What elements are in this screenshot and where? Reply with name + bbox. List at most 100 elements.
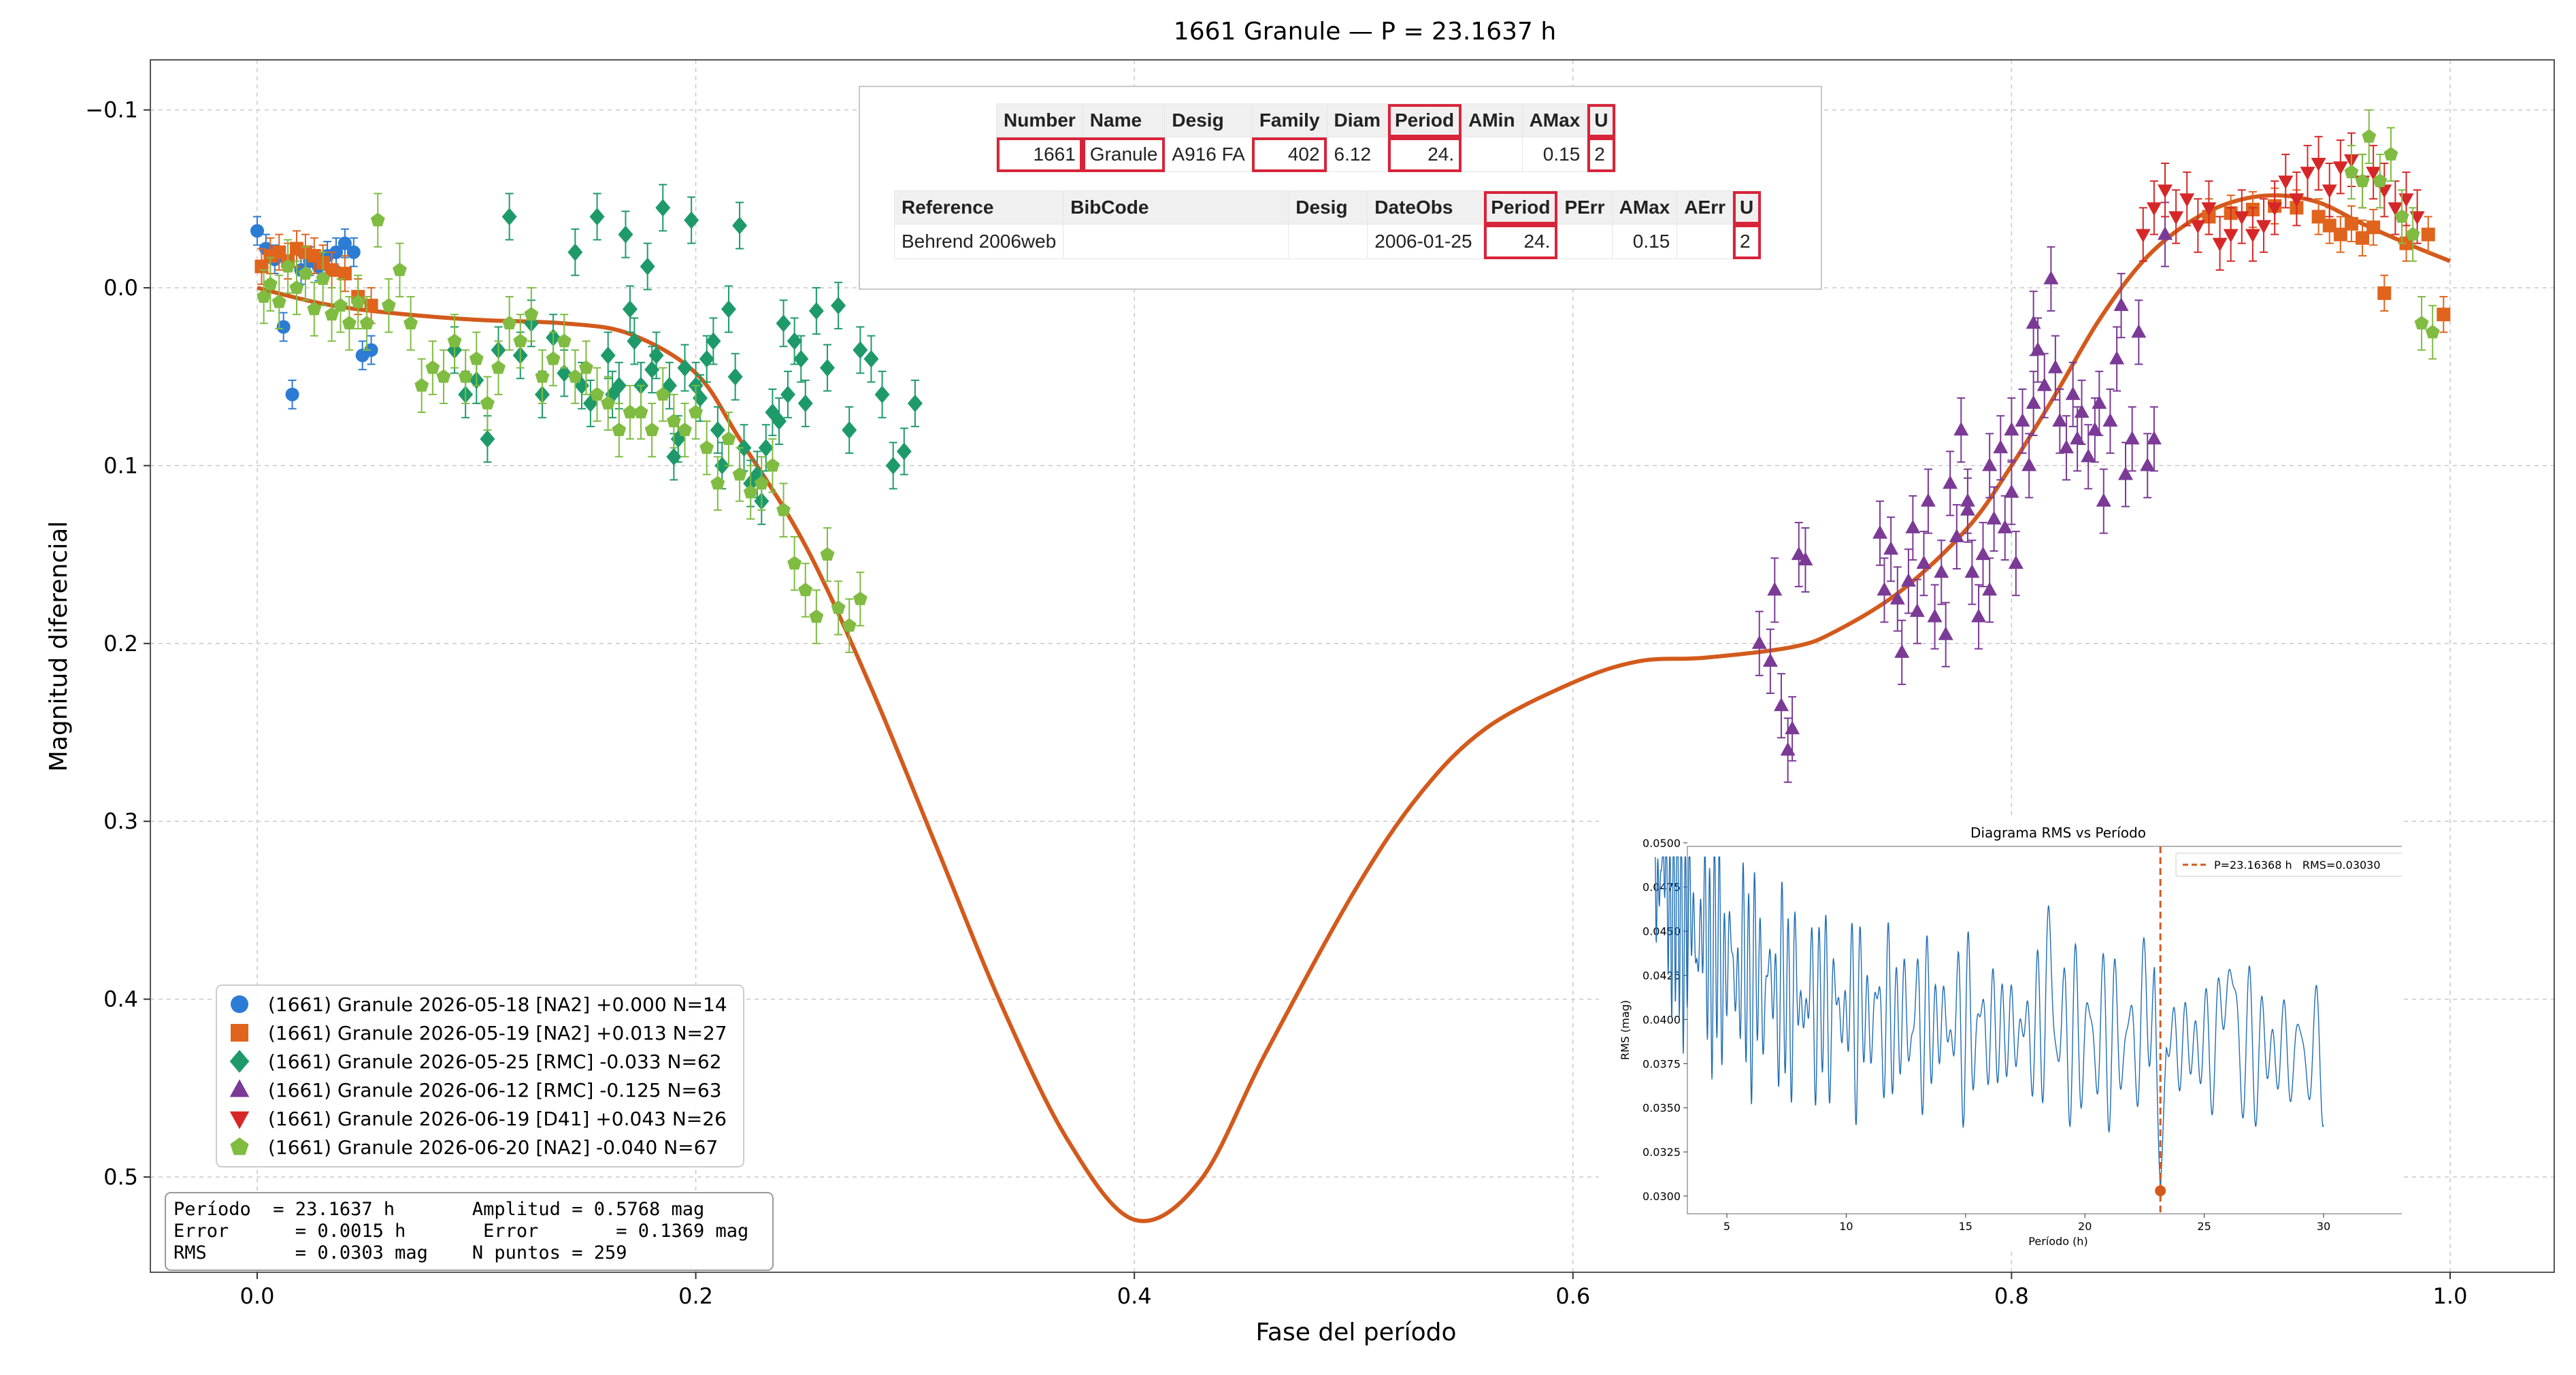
col-amax: AMax <box>1521 103 1588 137</box>
rms-trace <box>1655 856 2324 1189</box>
data-point <box>1975 546 1991 561</box>
data-point <box>589 208 605 226</box>
data-point <box>2004 422 2019 436</box>
data-point <box>2026 395 2041 409</box>
x-tick-label: 0.8 <box>1994 1283 2029 1309</box>
col-period: Period <box>1387 103 1462 137</box>
col-period-2: Period <box>1483 190 1558 225</box>
data-point <box>793 350 809 368</box>
data-point <box>732 467 747 481</box>
data-point <box>2124 431 2140 445</box>
inset-y-tick-label: 0.0375 <box>1642 1057 1681 1070</box>
data-point <box>1938 626 1953 640</box>
data-point <box>2278 176 2294 190</box>
data-point <box>1883 541 1899 555</box>
data-point <box>648 346 664 365</box>
col-u-2: U <box>1732 190 1762 225</box>
data-point <box>342 316 357 330</box>
cell-desig: A916 FA <box>1164 137 1253 172</box>
y-tick-label: 0.0 <box>103 275 138 301</box>
data-point <box>2311 158 2326 172</box>
data-point <box>2300 167 2315 181</box>
data-point <box>721 431 736 446</box>
data-point <box>2362 129 2377 143</box>
cell-amax-2: 0.15 <box>1611 224 1678 259</box>
summary-value-row: 1661 Granule A916 FA 402 6.12 24. 0.15 2 <box>996 137 1616 172</box>
data-point <box>2043 270 2059 284</box>
data-point <box>403 316 418 330</box>
data-point <box>250 224 264 238</box>
data-point <box>2383 146 2398 161</box>
data-point <box>447 333 462 348</box>
plot-frame <box>150 59 2555 1273</box>
inset-ticks: 5 10 15 20 25 30 0.0300 0.0325 0.0350 0.0375 0.040… <box>1642 837 2330 1233</box>
series-4 <box>1751 201 2173 783</box>
data-point <box>316 271 331 285</box>
data-point <box>2366 220 2381 235</box>
data-point <box>2332 161 2348 176</box>
data-point <box>2223 229 2239 243</box>
data-point <box>2394 209 2409 223</box>
data-point <box>2344 165 2359 178</box>
cell-diam: 6.12 <box>1326 137 1389 172</box>
lcdb-table-overlay: Number Name Desig Family Diam Period AMi… <box>859 86 1822 290</box>
data-point <box>776 502 791 516</box>
legend-marker <box>231 1024 248 1042</box>
data-point <box>699 350 714 368</box>
data-point <box>678 423 692 437</box>
data-point <box>1916 555 1932 569</box>
data-point <box>780 385 795 403</box>
data-point <box>2070 431 2085 445</box>
legend: (1661) Granule 2026-05-18 [NA2] +0.000 N… <box>216 984 744 1167</box>
data-point <box>567 369 582 383</box>
data-point <box>721 300 736 318</box>
inset-y-tick-label: 0.0300 <box>1642 1190 1681 1203</box>
data-point <box>346 245 361 259</box>
data-point <box>640 257 655 276</box>
col-family: Family <box>1251 103 1327 137</box>
data-point <box>677 359 693 377</box>
data-point <box>710 476 725 490</box>
data-point <box>1964 564 1980 578</box>
data-point <box>1751 635 1767 649</box>
series-1 <box>250 216 378 410</box>
cell-amin <box>1461 137 1523 172</box>
data-point <box>710 421 725 440</box>
data-point <box>1785 720 1800 735</box>
fit-curve-line <box>257 193 2451 1223</box>
data-point <box>627 332 642 350</box>
data-point <box>1953 422 1969 436</box>
data-point <box>513 333 528 348</box>
data-point <box>2322 184 2337 199</box>
data-point <box>706 332 721 350</box>
data-point <box>2388 202 2403 216</box>
y-tick-label: 0.2 <box>103 631 138 657</box>
data-point <box>2333 227 2347 242</box>
cell-family: 402 <box>1251 137 1327 172</box>
data-point <box>655 199 671 217</box>
data-point <box>2377 286 2392 300</box>
data-point <box>623 404 638 418</box>
data-point <box>480 395 495 410</box>
data-series <box>250 109 2451 783</box>
data-point <box>2201 202 2217 216</box>
data-point <box>1762 652 1778 667</box>
data-point <box>644 361 660 379</box>
data-point <box>2405 227 2420 241</box>
data-point <box>743 484 758 499</box>
x-tick-label: 0.6 <box>1555 1283 1590 1309</box>
data-point <box>2437 308 2451 322</box>
data-point <box>776 314 791 333</box>
data-point <box>2425 325 2440 339</box>
stats-line-3: RMS = 0.0303 mag N puntos = 259 <box>174 1242 627 1263</box>
data-point <box>601 395 616 410</box>
data-point <box>896 442 912 461</box>
data-point <box>1943 475 1958 489</box>
x-tick-label: 0.0 <box>240 1283 275 1309</box>
data-point <box>689 404 704 418</box>
inset-y-label: RMS (mag) <box>1619 1000 1632 1060</box>
cell-u: 2 <box>1587 137 1616 172</box>
data-point <box>772 412 787 431</box>
data-point <box>333 298 348 312</box>
data-point <box>699 440 714 454</box>
